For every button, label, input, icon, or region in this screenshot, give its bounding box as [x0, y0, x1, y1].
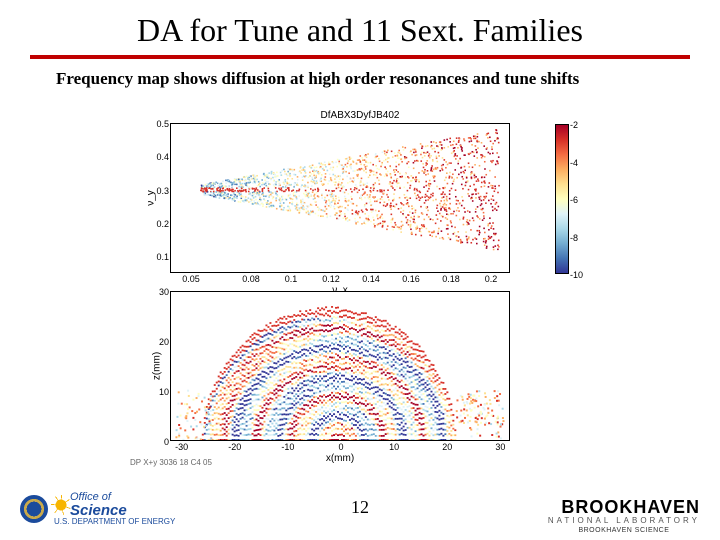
doe-dept-text: U.S. DEPARTMENT OF ENERGY	[54, 518, 175, 526]
footer: Office of Science U.S. DEPARTMENT OF ENE…	[0, 480, 720, 540]
page-number: 12	[351, 497, 369, 518]
figure-area: DfABX3DyfJB402 ν_y -2-4-6-8-10 0.50.40.3…	[130, 110, 590, 441]
tune-scatter-plot: ν_y -2-4-6-8-10 0.50.40.30.20.10.050.080…	[170, 123, 510, 273]
bnl-logo: BROOKHAVEN NATIONAL LABORATORY BROOKHAVE…	[548, 497, 700, 534]
doe-seal-icon	[20, 495, 48, 523]
plot1-ylabel: ν_y	[145, 190, 156, 206]
science-text: Science	[70, 503, 127, 518]
bnl-name: BROOKHAVEN	[548, 497, 700, 518]
bnl-science-text: BROOKHAVEN SCIENCE	[548, 527, 700, 534]
slide-title: DA for Tune and 11 Sext. Families	[0, 0, 720, 49]
colorbar: -2-4-6-8-10	[555, 124, 569, 274]
subtitle: Frequency map shows diffusion at high or…	[56, 69, 720, 89]
bnl-lab-text: NATIONAL LABORATORY	[548, 516, 700, 525]
figure-note: DP X+y 3036 18 C4 05	[130, 458, 212, 467]
figure-suptitle: DfABX3DyfJB402	[130, 110, 590, 121]
doe-logo: Office of Science U.S. DEPARTMENT OF ENE…	[20, 492, 175, 526]
plot2-svg	[171, 292, 509, 440]
plot2-xlabel: x(mm)	[326, 453, 354, 464]
title-underline	[30, 55, 690, 59]
plot1-svg	[171, 124, 509, 272]
aperture-image-plot: z(mm) x(mm) 3020100-30-20-100102030	[170, 291, 510, 441]
plot2-ylabel: z(mm)	[152, 352, 163, 380]
sun-icon	[54, 498, 68, 512]
